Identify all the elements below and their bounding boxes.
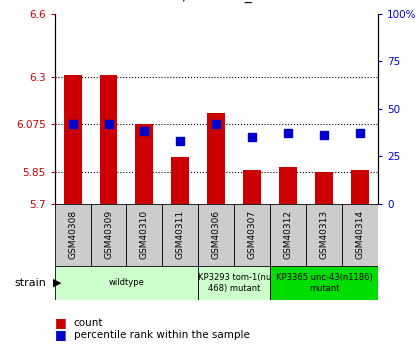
Bar [126,204,163,266]
Text: GSM40309: GSM40309 [104,210,113,259]
Text: GSM40308: GSM40308 [68,210,77,259]
Bar [306,204,342,266]
Text: ■: ■ [55,328,66,341]
Text: GSM40311: GSM40311 [176,210,185,259]
Point [177,138,184,144]
Bar [351,170,369,204]
Bar [270,266,378,300]
Text: ▶: ▶ [52,278,61,288]
Bar [55,266,198,300]
Point [213,121,220,127]
Bar [163,204,198,266]
Point [141,129,148,134]
Bar [270,204,306,266]
Text: GSM40313: GSM40313 [320,210,328,259]
Bar [171,157,189,204]
Text: KP3365 unc-43(n1186)
mutant: KP3365 unc-43(n1186) mutant [276,273,373,293]
Bar [198,204,234,266]
Text: GDS1786 / 179570_at: GDS1786 / 179570_at [113,0,265,3]
Text: count: count [74,318,103,327]
Bar [100,75,118,204]
Point [321,132,328,138]
Bar [279,167,297,204]
Point [285,130,291,136]
Text: GSM40314: GSM40314 [356,210,365,259]
Bar [55,204,91,266]
Text: wildtype: wildtype [108,278,144,287]
Bar [135,125,153,204]
Text: GSM40312: GSM40312 [284,210,293,259]
Point [105,121,112,127]
Bar [243,170,261,204]
Bar [315,172,333,204]
Bar [198,266,270,300]
Text: GSM40307: GSM40307 [248,210,257,259]
Text: GSM40306: GSM40306 [212,210,221,259]
Bar [63,75,81,204]
Text: ■: ■ [55,316,66,329]
Bar [207,113,225,204]
Point [249,134,256,140]
Text: GSM40310: GSM40310 [140,210,149,259]
Bar [342,204,378,266]
Text: KP3293 tom-1(nu
468) mutant: KP3293 tom-1(nu 468) mutant [198,273,271,293]
Bar [234,204,270,266]
Text: percentile rank within the sample: percentile rank within the sample [74,330,249,339]
Point [69,121,76,127]
Bar [91,204,126,266]
Text: strain: strain [14,278,46,288]
Point [357,130,363,136]
